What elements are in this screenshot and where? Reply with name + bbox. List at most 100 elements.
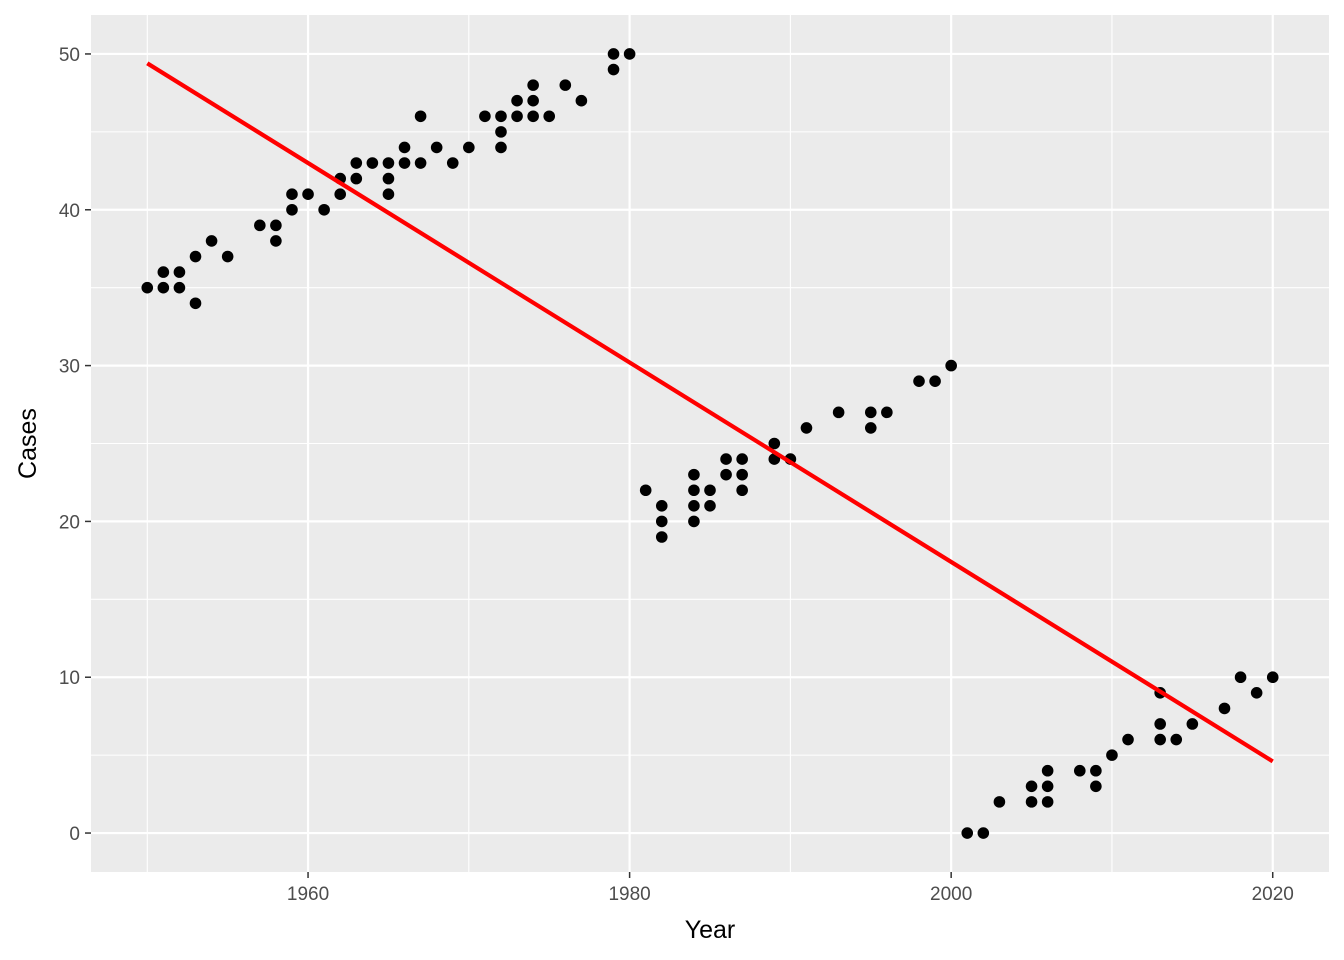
data-point <box>527 79 539 91</box>
data-point <box>607 48 620 60</box>
data-point <box>382 188 395 200</box>
data-point <box>655 531 668 543</box>
data-point <box>1090 764 1102 777</box>
data-point <box>414 157 427 169</box>
data-point <box>864 406 877 419</box>
data-point <box>720 453 732 465</box>
data-point <box>1041 780 1054 793</box>
data-point <box>736 484 748 497</box>
data-point <box>270 235 282 247</box>
data-point <box>286 188 298 200</box>
y-tick-label: 50 <box>59 45 80 66</box>
data-point <box>688 500 700 512</box>
data-point <box>736 468 748 481</box>
data-point <box>173 281 186 294</box>
data-point <box>173 266 186 278</box>
minor-gridlines <box>91 15 1329 872</box>
data-point <box>270 219 282 232</box>
data-points <box>141 48 1279 839</box>
data-point <box>1122 733 1134 746</box>
data-point <box>382 157 395 169</box>
data-point <box>1266 671 1279 684</box>
data-point <box>768 437 781 450</box>
data-point <box>736 453 748 465</box>
data-point <box>623 48 636 60</box>
data-point <box>254 219 266 232</box>
data-point <box>913 375 925 387</box>
data-point <box>1025 796 1038 808</box>
data-point <box>704 484 716 497</box>
y-tick-label: 30 <box>59 357 80 378</box>
data-point <box>688 515 700 528</box>
data-point <box>639 484 652 497</box>
data-point <box>1234 671 1247 684</box>
x-tick-label: 1980 <box>608 884 650 905</box>
data-point <box>398 141 411 154</box>
data-point <box>1170 733 1183 746</box>
data-point <box>189 250 202 263</box>
data-point <box>1154 718 1166 730</box>
data-point <box>704 500 716 512</box>
data-point <box>575 94 588 107</box>
data-point <box>495 141 507 154</box>
x-tick-label: 2020 <box>1252 884 1294 905</box>
x-tick-label: 2000 <box>930 884 972 905</box>
data-point <box>318 203 330 216</box>
y-tick-label: 0 <box>69 824 80 845</box>
data-point <box>495 126 507 138</box>
data-point <box>1090 780 1102 793</box>
data-point <box>205 235 218 247</box>
y-axis-title: Cases <box>14 408 42 479</box>
data-point <box>414 110 427 123</box>
data-point <box>334 188 347 200</box>
data-point <box>141 281 154 294</box>
x-axis-title: Year <box>685 916 736 944</box>
data-point <box>157 266 170 278</box>
data-point <box>1073 764 1086 777</box>
data-point <box>977 827 990 839</box>
data-point <box>495 110 507 123</box>
data-point <box>688 468 700 481</box>
x-axis-tick-labels: 1960 1980 2000 2020 <box>287 884 1294 905</box>
data-point <box>993 796 1006 808</box>
data-point <box>350 172 363 185</box>
data-point <box>1218 702 1231 715</box>
data-point <box>398 157 411 169</box>
data-point <box>382 172 395 185</box>
data-point <box>655 500 668 512</box>
data-point <box>157 281 170 294</box>
data-point <box>1025 780 1038 793</box>
y-axis-tick-labels: 0 10 20 30 40 50 <box>59 45 80 845</box>
data-point <box>688 484 700 497</box>
x-tick-label: 1960 <box>287 884 329 905</box>
data-point <box>543 110 556 123</box>
data-point <box>1041 796 1054 808</box>
data-point <box>1041 764 1054 777</box>
data-point <box>463 141 475 154</box>
data-point <box>286 203 298 216</box>
data-point <box>945 359 957 372</box>
data-point <box>189 297 202 310</box>
data-point <box>221 250 234 263</box>
y-tick-label: 40 <box>59 201 80 222</box>
data-point <box>511 94 523 107</box>
data-point <box>1186 718 1199 730</box>
y-tick-label: 20 <box>59 512 80 533</box>
data-point <box>302 188 314 200</box>
y-tick-label: 10 <box>59 668 80 689</box>
data-point <box>479 110 491 123</box>
data-point <box>1154 733 1166 746</box>
data-point <box>1106 749 1118 761</box>
data-point <box>446 157 459 169</box>
axis-ticks <box>85 53 1274 878</box>
data-point <box>961 827 974 839</box>
data-point <box>832 406 845 419</box>
trend-line <box>146 61 1274 764</box>
data-point <box>559 79 572 91</box>
data-point <box>511 110 523 123</box>
data-point <box>864 422 877 434</box>
data-point <box>655 515 668 528</box>
data-point <box>527 94 539 107</box>
data-point <box>366 157 379 169</box>
